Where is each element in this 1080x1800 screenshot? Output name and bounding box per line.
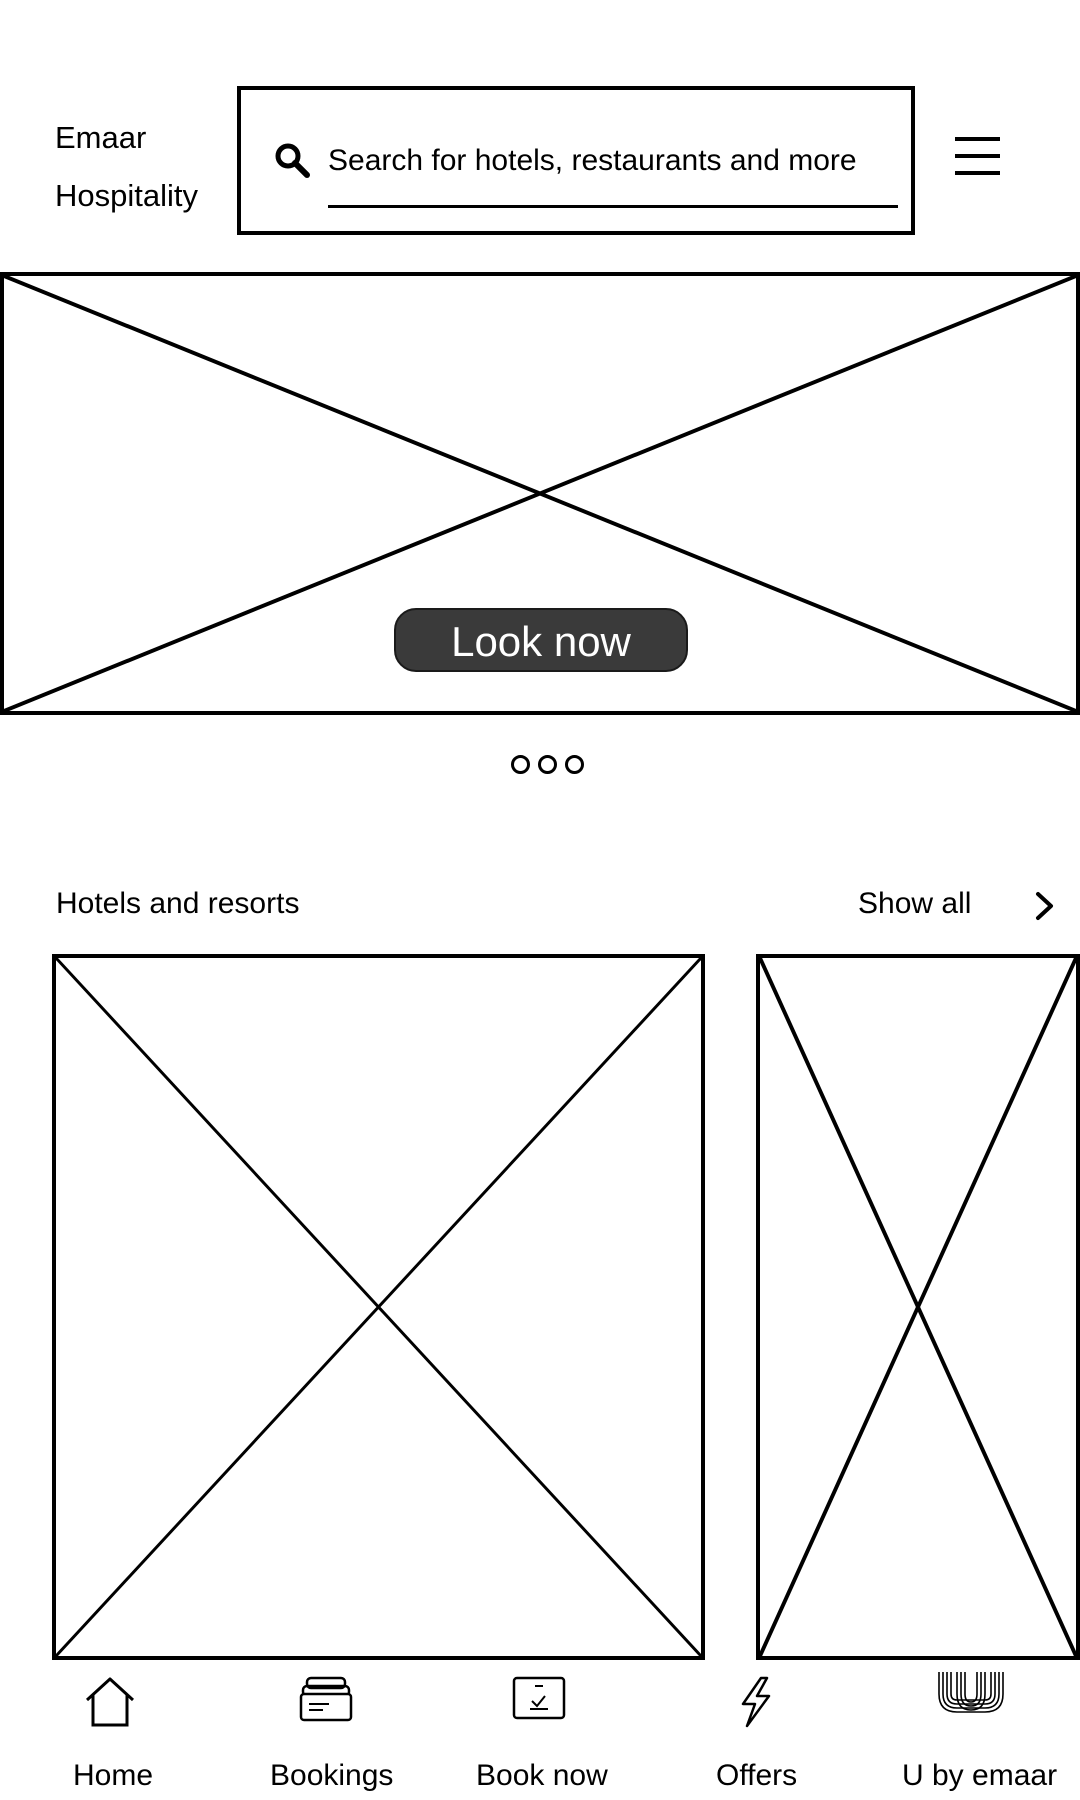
nav-item-book-now[interactable]: Book now — [476, 1668, 616, 1800]
hamburger-menu-icon[interactable] — [955, 137, 1000, 177]
bookings-icon — [299, 1676, 353, 1722]
image-placeholder-icon — [4, 276, 1076, 711]
nav-label-bookings: Bookings — [270, 1759, 394, 1792]
section-title-hotels: Hotels and resorts — [56, 887, 300, 920]
calendar-check-icon — [512, 1676, 566, 1720]
show-all-link[interactable]: Show all — [858, 887, 972, 920]
hotel-card-image[interactable] — [52, 954, 705, 1660]
search-input[interactable]: Search for hotels, restaurants and more — [328, 144, 857, 177]
nav-label-offers: Offers — [716, 1759, 798, 1792]
hotel-card-image[interactable] — [756, 954, 1080, 1660]
nav-item-home[interactable]: Home — [60, 1668, 168, 1800]
lightning-icon — [741, 1676, 771, 1728]
nav-item-u-by-emaar[interactable]: U by emaar — [902, 1668, 1062, 1800]
image-placeholder-icon — [760, 958, 1076, 1656]
look-now-button[interactable]: Look now — [394, 608, 688, 672]
carousel-dot[interactable] — [565, 755, 584, 774]
brand-name-line-1: Emaar — [55, 120, 147, 155]
search-underline — [328, 205, 898, 208]
nav-label-u-by-emaar: U by emaar — [902, 1759, 1058, 1792]
home-icon — [85, 1677, 135, 1727]
search-bar[interactable]: Search for hotels, restaurants and more — [237, 86, 915, 235]
carousel-dot[interactable] — [538, 755, 557, 774]
search-icon — [275, 143, 310, 178]
brand-name-line-2: Hospitality — [55, 178, 198, 213]
nav-label-home: Home — [73, 1759, 154, 1792]
nav-item-offers[interactable]: Offers — [716, 1668, 806, 1800]
nav-label-book-now: Book now — [476, 1759, 608, 1792]
u-by-emaar-logo-icon — [938, 1672, 1004, 1713]
image-placeholder-icon — [56, 958, 701, 1656]
chevron-right-icon[interactable] — [1033, 890, 1057, 922]
nav-item-bookings[interactable]: Bookings — [268, 1668, 398, 1800]
carousel-dot[interactable] — [511, 755, 530, 774]
